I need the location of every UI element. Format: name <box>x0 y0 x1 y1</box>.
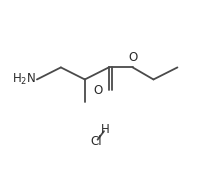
Text: O: O <box>93 84 102 97</box>
Text: O: O <box>128 51 137 64</box>
Text: H$_2$N: H$_2$N <box>12 72 36 87</box>
Text: H: H <box>101 123 110 136</box>
Text: Cl: Cl <box>90 135 102 148</box>
